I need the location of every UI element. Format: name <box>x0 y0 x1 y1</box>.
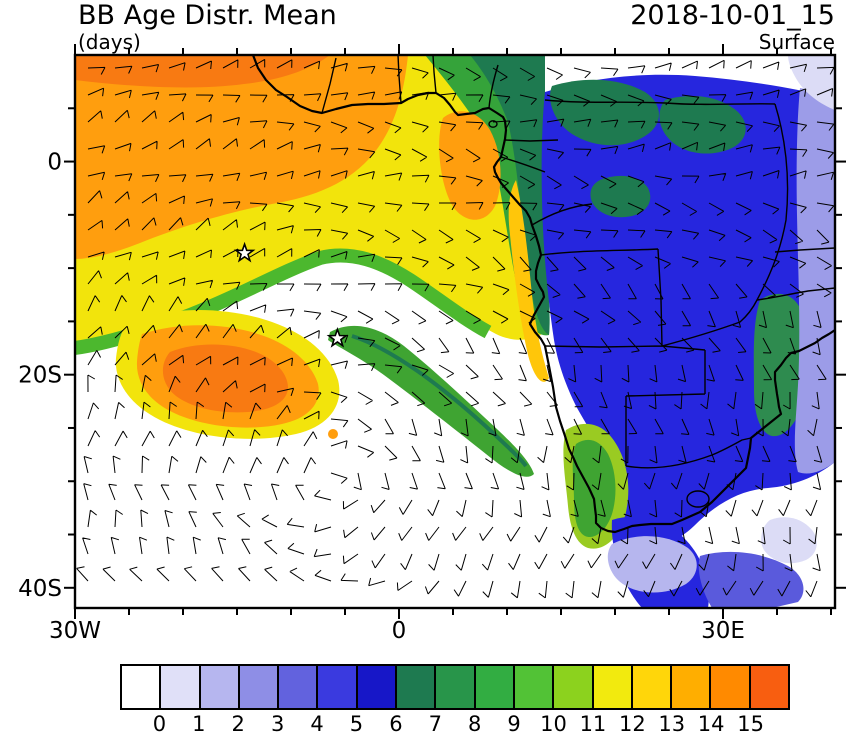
colorbar-tick-label: 7 <box>428 712 442 736</box>
colorbar-cell <box>277 664 319 710</box>
smoke-region-coastal-teal <box>470 55 550 335</box>
colorbar-tick-label: 14 <box>697 712 725 736</box>
colorbar-tick-label: 10 <box>540 712 567 736</box>
header-right: 2018-10-01_15 Surface <box>630 0 835 54</box>
x-axis-tick-label: 30W <box>49 618 101 644</box>
smoke-region-orange-core <box>75 55 408 259</box>
colorbar-cell <box>237 664 280 710</box>
smoke-region-lavender-patch <box>761 517 817 564</box>
smoke-region-teal-patch-2 <box>659 96 746 154</box>
plot-frame <box>73 53 837 610</box>
smoke-region-teal-patch-3 <box>590 175 651 218</box>
colorbar-tick-label: 4 <box>310 712 324 736</box>
lesotho-border <box>686 490 710 508</box>
colorbar-cell <box>120 664 162 710</box>
smoke-dot-orange <box>328 429 338 439</box>
wind-barbs <box>76 58 835 599</box>
map-plot: 30W 0 30E 0 20S 40S <box>18 44 846 644</box>
wind-barbs-layer <box>76 58 835 599</box>
smoke-region-gold-coastal-strip <box>508 180 549 382</box>
figure-level-label: Surface <box>758 30 835 54</box>
colorbar-cell <box>630 664 673 710</box>
colorbar-tick-label: 11 <box>579 712 607 736</box>
colorbar-cell <box>316 664 358 710</box>
smoke-region-periwinkle-east <box>794 88 835 474</box>
colorbar-tick-labels: 0 1 2 3 4 5 6 7 8 9 10 11 12 13 14 15 <box>120 712 790 740</box>
smoke-region-delta-orange <box>439 111 501 220</box>
smoke-region-ocean-blueviolet <box>698 551 804 608</box>
country-borders <box>321 55 835 469</box>
smoke-region-green-streak <box>328 325 534 477</box>
colorbar-cell <box>395 664 437 710</box>
colorbar-cell <box>355 664 398 710</box>
coastline <box>251 55 835 534</box>
x-axis-tick-label: 30E <box>701 618 745 644</box>
colorbar-tick-label: 1 <box>192 712 206 736</box>
colorbar-cell <box>748 664 791 710</box>
colorbar-tick-label: 0 <box>152 712 167 736</box>
colorbar-tick-label: 13 <box>658 712 686 736</box>
colorbar-tick-label: 15 <box>737 712 764 736</box>
colorbar-cell <box>591 664 633 710</box>
colorbar-tick-label: 6 <box>389 712 403 736</box>
smoke-region-lavender-topright <box>788 55 835 110</box>
colorbar-cell <box>512 664 555 710</box>
axis-labels: 30W 0 30E 0 20S 40S <box>18 150 745 644</box>
figure-title: BB Age Distr. Mean <box>78 0 337 31</box>
colorbar-tick-label: 3 <box>270 712 285 736</box>
colorbar-tick-label: 9 <box>507 712 521 736</box>
figure-datetime: 2018-10-01_15 <box>630 0 835 31</box>
y-axis-tick-label: 0 <box>47 150 62 176</box>
colorbar <box>120 664 791 710</box>
colorbar-cell <box>670 664 712 710</box>
bioko-island <box>488 120 498 128</box>
figure-units-label: (days) <box>78 30 141 54</box>
colorbar-tick-label: 8 <box>468 712 482 736</box>
y-axis-tick-label: 40S <box>18 576 62 602</box>
star-marker <box>233 241 256 263</box>
colorbar-tick-label: 2 <box>231 712 245 736</box>
star-marker <box>326 326 349 348</box>
header-left: BB Age Distr. Mean (days) <box>78 0 337 54</box>
colorbar-cell <box>473 664 515 710</box>
y-axis-tick-label: 20S <box>18 363 62 389</box>
smoke-region-ocean-periwinkle <box>607 536 697 593</box>
colorbar-cell <box>552 664 594 710</box>
geography-layer <box>251 55 835 534</box>
colorbar-cell <box>198 664 240 710</box>
smoke-age-fill-layer <box>75 55 835 608</box>
star-markers-layer <box>233 241 349 348</box>
colorbar-tick-label: 12 <box>618 712 646 736</box>
x-axis-tick-label: 0 <box>392 618 407 644</box>
colorbar-tick-label: 5 <box>349 712 364 736</box>
colorbar-cell <box>434 664 476 710</box>
smoke-region-teal-streak-core <box>351 334 528 468</box>
colorbar-cell <box>159 664 201 710</box>
colorbar-cell <box>709 664 751 710</box>
